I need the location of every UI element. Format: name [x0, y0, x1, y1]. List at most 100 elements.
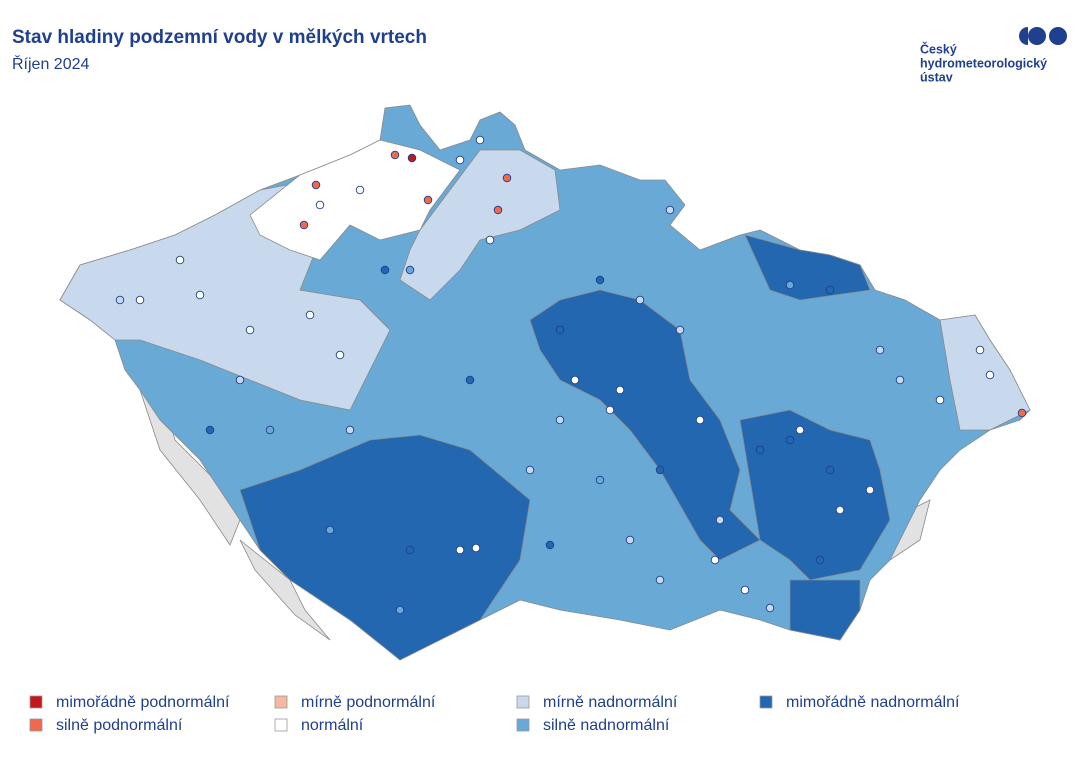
station: [235, 375, 245, 385]
station: [455, 155, 465, 165]
map: [59, 104, 1031, 661]
logo-mark: [1028, 27, 1046, 45]
logo-text: ústav: [920, 70, 953, 84]
subtitle: Říjen 2024: [12, 54, 89, 73]
region: [239, 434, 531, 661]
legend-swatch: [274, 718, 288, 732]
station: [311, 180, 321, 190]
legend-swatch: [29, 695, 43, 709]
title: Stav hladiny podzemní vody v mělkých vrt…: [12, 27, 427, 48]
legend-label: silně nadnormální: [543, 717, 670, 734]
station: [675, 325, 685, 335]
legend-swatch: [274, 695, 288, 709]
station: [755, 445, 765, 455]
station: [355, 185, 365, 195]
station: [785, 280, 795, 290]
station: [795, 425, 805, 435]
station: [485, 235, 495, 245]
legend-swatch: [759, 695, 773, 709]
station: [935, 395, 945, 405]
station: [325, 525, 335, 535]
station: [525, 465, 535, 475]
legend: mimořádně podnormální silně podnormální mí…: [29, 694, 960, 734]
legend-label: normální: [301, 717, 364, 734]
station: [205, 425, 215, 435]
stations: [115, 135, 1027, 615]
station: [265, 425, 275, 435]
station: [875, 345, 885, 355]
legend-swatch: [516, 695, 530, 709]
station: [380, 265, 390, 275]
station: [615, 385, 625, 395]
station: [825, 465, 835, 475]
station: [1017, 408, 1027, 418]
station: [635, 295, 645, 305]
station: [423, 195, 433, 205]
station: [595, 275, 605, 285]
station: [135, 295, 145, 305]
station: [715, 515, 725, 525]
logo: Český hydrometeorologický ústav: [920, 27, 1067, 84]
region: [789, 579, 861, 641]
station: [785, 435, 795, 445]
station: [740, 585, 750, 595]
station: [625, 535, 635, 545]
station: [555, 325, 565, 335]
station: [345, 425, 355, 435]
legend-label: mimořádně podnormální: [56, 694, 230, 711]
region: [399, 149, 561, 301]
station: [985, 370, 995, 380]
logo-mark: [1049, 27, 1067, 45]
station: [545, 540, 555, 550]
station: [695, 415, 705, 425]
station: [405, 265, 415, 275]
station: [605, 405, 615, 415]
station: [175, 255, 185, 265]
station: [865, 485, 875, 495]
legend-label: silně podnormální: [56, 717, 183, 734]
station: [395, 605, 405, 615]
logo-text: hydrometeorologický: [920, 56, 1047, 70]
station: [475, 135, 485, 145]
station: [335, 350, 345, 360]
region: [249, 139, 461, 261]
station: [390, 150, 400, 160]
station: [407, 153, 417, 163]
logo-mark: [1019, 27, 1028, 45]
station: [502, 173, 512, 183]
station: [975, 345, 985, 355]
station: [570, 375, 580, 385]
station: [299, 220, 309, 230]
station: [405, 545, 415, 555]
station: [471, 543, 481, 553]
legend-swatch: [29, 718, 43, 732]
station: [195, 290, 205, 300]
station: [115, 295, 125, 305]
region: [529, 289, 761, 561]
station: [825, 285, 835, 295]
station: [765, 603, 775, 613]
station: [595, 475, 605, 485]
station: [815, 555, 825, 565]
station: [245, 325, 255, 335]
region: [739, 409, 891, 581]
logo-text: Český: [920, 41, 957, 56]
legend-label: mírně nadnormální: [543, 694, 678, 711]
legend-swatch: [516, 718, 530, 732]
legend-label: mimořádně nadnormální: [786, 694, 960, 711]
region: [939, 314, 1031, 431]
station: [305, 310, 315, 320]
legend-label: mírně podnormální: [301, 694, 436, 711]
station: [655, 465, 665, 475]
station: [315, 200, 325, 210]
station: [455, 545, 465, 555]
station: [555, 415, 565, 425]
station: [665, 205, 675, 215]
station: [835, 505, 845, 515]
station: [895, 375, 905, 385]
station: [655, 575, 665, 585]
region: [744, 234, 871, 301]
station: [493, 205, 503, 215]
station: [710, 555, 720, 565]
